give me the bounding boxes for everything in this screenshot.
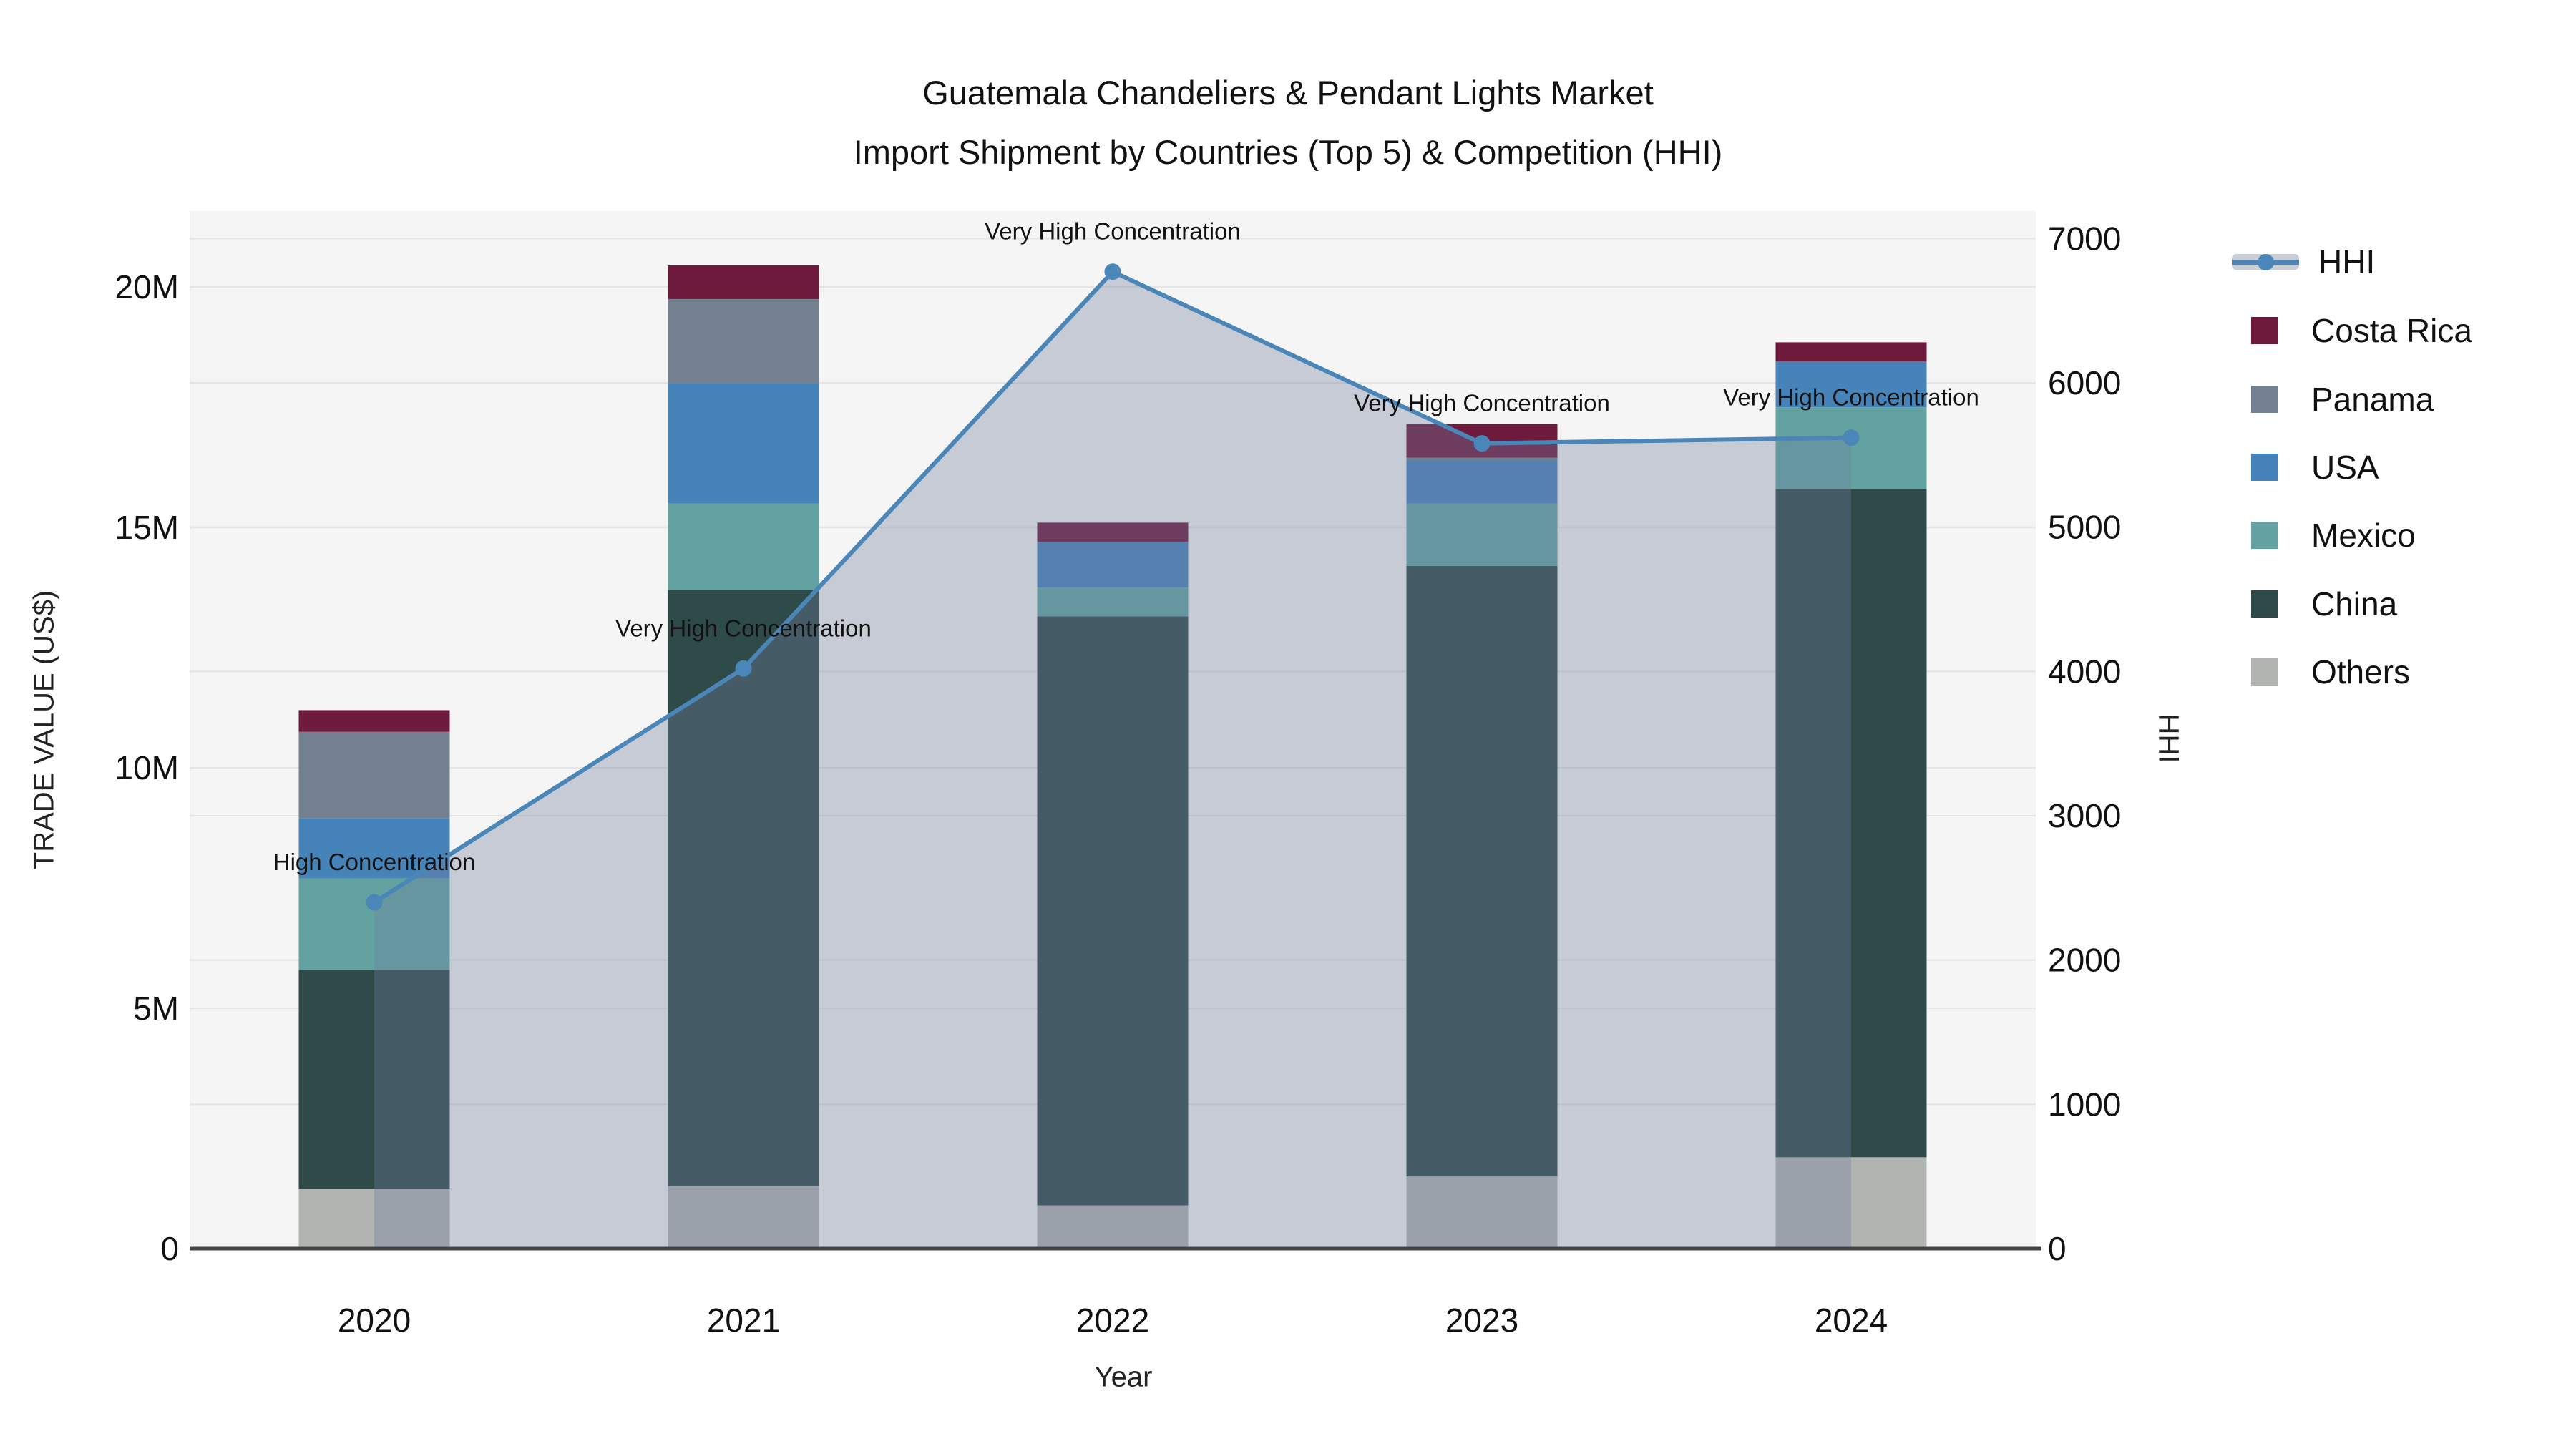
annotation-2020: High Concentration	[273, 849, 476, 875]
bar-segment-mexico-2023[interactable]	[1406, 503, 1558, 566]
legend-swatch-costa-rica	[2251, 317, 2278, 344]
y-right-tick-label-3000: 3000	[2048, 797, 2121, 834]
hhi-marker-2024[interactable]	[1843, 429, 1860, 447]
y-right-tick-label-1000: 1000	[2048, 1085, 2121, 1123]
chart-title-line-2: Import Shipment by Countries (Top 5) & C…	[853, 133, 1723, 171]
legend-item-mexico[interactable]: Mexico	[2251, 501, 2416, 570]
hhi-marker-2020[interactable]	[366, 894, 383, 911]
legend-swatch-china	[2251, 590, 2278, 618]
bar-segment-others-2022[interactable]	[1037, 1205, 1189, 1249]
y-right-tick-label-5000: 5000	[2048, 509, 2121, 546]
legend-hhi-line-symbol	[2232, 248, 2299, 275]
hhi-marker-2021[interactable]	[735, 660, 752, 677]
legend-item-costa-rica[interactable]: Costa Rica	[2251, 296, 2472, 365]
bar-segment-china-2021[interactable]	[668, 590, 819, 1186]
bar-segment-mexico-2020[interactable]	[298, 878, 450, 970]
bar-segment-others-2024[interactable]	[1775, 1157, 1927, 1249]
x-tick-label-2020: 2020	[338, 1302, 411, 1339]
x-axis-title: Year	[1094, 1361, 1153, 1393]
bar-segment-china-2022[interactable]	[1037, 616, 1189, 1206]
y-left-tick-label-0: 0	[160, 1230, 179, 1267]
bar-segment-panama-2021[interactable]	[668, 298, 819, 384]
bar-segment-usa-2022[interactable]	[1037, 542, 1189, 588]
bar-segment-usa-2021[interactable]	[668, 383, 819, 504]
legend-swatch-panama	[2251, 386, 2278, 413]
hhi-area	[374, 271, 1851, 1249]
y-left-tick-label-20M: 20M	[115, 268, 179, 306]
bar-segment-others-2023[interactable]	[1406, 1176, 1558, 1249]
y-right-tick-label-6000: 6000	[2048, 364, 2121, 401]
x-tick-label-2021: 2021	[707, 1302, 780, 1339]
legend-item-usa[interactable]: USA	[2251, 433, 2379, 502]
legend-label-others: Others	[2311, 653, 2411, 691]
legend-label-panama: Panama	[2311, 381, 2434, 418]
legend-item-panama[interactable]: Panama	[2251, 365, 2434, 434]
y-right-tick-label-0: 0	[2048, 1230, 2067, 1267]
bar-segment-china-2020[interactable]	[298, 970, 450, 1189]
x-tick-label-2023: 2023	[1445, 1302, 1518, 1339]
annotation-2023: Very High Concentration	[1354, 390, 1610, 416]
legend-label-usa: USA	[2311, 449, 2379, 486]
y-right-tick-label-4000: 4000	[2048, 653, 2121, 690]
y-left-tick-label-5M: 5M	[133, 990, 179, 1027]
bar-segment-usa-2023[interactable]	[1406, 460, 1558, 504]
legend-label-costa-rica: Costa Rica	[2311, 312, 2472, 349]
chart-title-line-1: Guatemala Chandeliers & Pendant Lights M…	[922, 74, 1654, 112]
y-right-tick-label-7000: 7000	[2048, 220, 2121, 257]
legend-item-hhi[interactable]: HHI	[2232, 228, 2375, 296]
legend-label-hhi: HHI	[2318, 243, 2376, 280]
x-tick-label-2022: 2022	[1076, 1302, 1149, 1339]
bar-segment-costa-rica-2021[interactable]	[668, 265, 819, 299]
bar-segment-mexico-2022[interactable]	[1037, 587, 1189, 617]
legend-swatch-mexico	[2251, 522, 2278, 549]
x-tick-label-2024: 2024	[1815, 1302, 1888, 1339]
y-right-tick-label-2000: 2000	[2048, 942, 2121, 979]
hhi-marker-2022[interactable]	[1104, 263, 1121, 280]
legend-label-mexico: Mexico	[2311, 517, 2416, 554]
legend-label-china: China	[2311, 585, 2398, 623]
bar-segment-usa-2024[interactable]	[1775, 361, 1927, 408]
legend-item-others[interactable]: Others	[2251, 638, 2410, 706]
legend-swatch-usa	[2251, 454, 2278, 481]
bar-segment-costa-rica-2022[interactable]	[1037, 522, 1189, 542]
hhi-marker-2023[interactable]	[1473, 435, 1491, 452]
bar-segment-china-2024[interactable]	[1775, 489, 1927, 1158]
bar-segment-panama-2023[interactable]	[1406, 457, 1558, 461]
bar-segment-others-2020[interactable]	[298, 1189, 450, 1249]
bar-segment-costa-rica-2020[interactable]	[298, 710, 450, 732]
annotation-2022: Very High Concentration	[985, 218, 1241, 245]
bar-segment-mexico-2021[interactable]	[668, 503, 819, 590]
annotation-2024: Very High Concentration	[1723, 384, 1979, 411]
legend-item-china[interactable]: China	[2251, 570, 2397, 638]
annotation-2021: Very High Concentration	[615, 615, 872, 641]
bar-segment-costa-rica-2024[interactable]	[1775, 342, 1927, 362]
bar-segment-china-2023[interactable]	[1406, 565, 1558, 1177]
y-left-tick-label-10M: 10M	[115, 749, 179, 786]
bar-segment-mexico-2024[interactable]	[1775, 407, 1927, 489]
chart-title: Guatemala Chandeliers & Pendant Lights M…	[0, 63, 2576, 182]
bar-segment-others-2021[interactable]	[668, 1186, 819, 1249]
legend-swatch-others	[2251, 658, 2278, 686]
bar-segment-panama-2020[interactable]	[298, 731, 450, 819]
y-left-tick-label-15M: 15M	[115, 509, 179, 546]
